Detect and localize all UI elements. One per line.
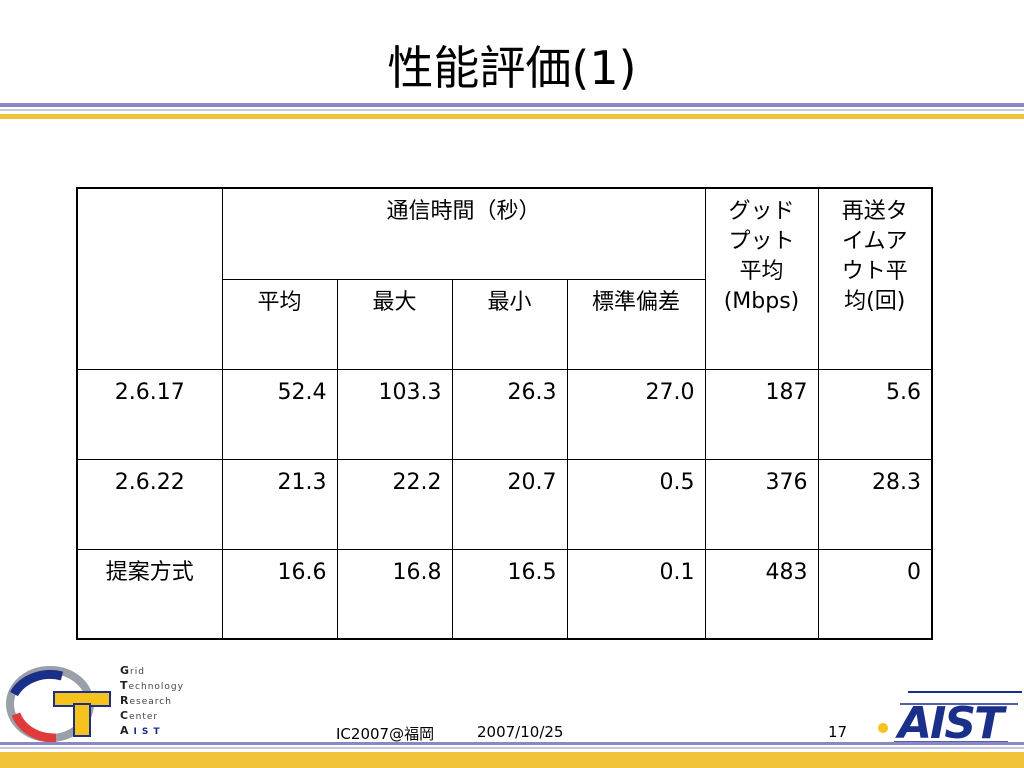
cell-max: 16.8 [336, 548, 453, 640]
footer-date: 2007/10/25 [477, 723, 564, 741]
gtrc-logo-icon [6, 666, 111, 743]
goodput-header: グッド プット 平均 (Mbps) [704, 187, 819, 370]
cell-min: 20.7 [451, 458, 568, 550]
table-row: 2.6.22 21.3 22.2 20.7 0.5 376 28.3 [76, 458, 933, 550]
cell-goodput: 483 [704, 548, 819, 640]
timeout-header: 再送タ イムア ウト平 均(回) [817, 187, 933, 370]
cell-min: 16.5 [451, 548, 568, 640]
row-label: 2.6.22 [76, 458, 223, 550]
gtrc-wordmark: Grid Technology Research Center AIST [120, 664, 184, 737]
cell-std: 0.5 [566, 458, 706, 550]
cell-std: 27.0 [566, 368, 706, 460]
corner-cell [76, 187, 223, 370]
footer-rule-light [0, 747, 1024, 749]
cell-goodput: 187 [704, 368, 819, 460]
title-rule-purple [0, 103, 1024, 107]
aist-logo-icon: AIST [878, 691, 1022, 744]
cell-avg: 52.4 [221, 368, 338, 460]
cell-avg: 21.3 [221, 458, 338, 550]
title-rule-gold [0, 114, 1024, 119]
cell-timeout: 5.6 [817, 368, 933, 460]
cell-min: 26.3 [451, 368, 568, 460]
header-avg: 平均 [221, 278, 338, 370]
footer-bar-gold [0, 752, 1024, 768]
table-row: 提案方式 16.6 16.8 16.5 0.1 483 0 [76, 548, 933, 640]
title-rule-light [0, 109, 1024, 111]
cell-std: 0.1 [566, 548, 706, 640]
slide-title: 性能評価(1) [387, 41, 637, 95]
svg-text:AIST: AIST [895, 698, 1007, 744]
comm-time-header: 通信時間（秒） [221, 187, 706, 280]
cell-timeout: 0 [817, 548, 933, 640]
header-std: 標準偏差 [566, 278, 706, 370]
table-row: 2.6.17 52.4 103.3 26.3 27.0 187 5.6 [76, 368, 933, 460]
header-min: 最小 [451, 278, 568, 370]
footer-rule-purple [0, 742, 1024, 745]
footer-conference: IC2007@福岡 [336, 725, 435, 743]
footer-page-number: 17 [828, 723, 848, 741]
row-label: 2.6.17 [76, 368, 223, 460]
header-max: 最大 [336, 278, 453, 370]
cell-goodput: 376 [704, 458, 819, 550]
row-label: 提案方式 [76, 548, 223, 640]
cell-max: 103.3 [336, 368, 453, 460]
cell-avg: 16.6 [221, 548, 338, 640]
cell-timeout: 28.3 [817, 458, 933, 550]
performance-table: 通信時間（秒） グッド プット 平均 (Mbps) 再送タ イムア ウト平 均(… [76, 187, 933, 640]
cell-max: 22.2 [336, 458, 453, 550]
